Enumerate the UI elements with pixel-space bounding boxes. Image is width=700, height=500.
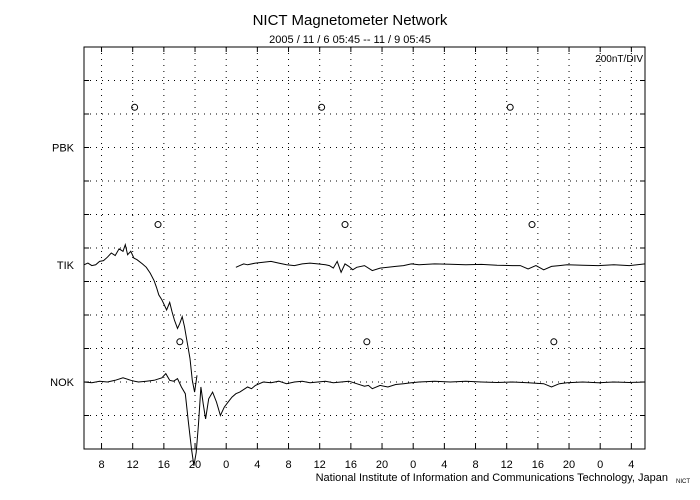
series-line-nok xyxy=(83,372,646,466)
midnight-marker xyxy=(363,338,371,346)
station-label: TIK xyxy=(57,260,75,272)
series-line-tik-part2 xyxy=(235,260,646,274)
station-label: NOK xyxy=(50,377,75,389)
tick-marks xyxy=(84,47,645,449)
midnight-markers xyxy=(131,103,558,346)
midnight-marker xyxy=(318,103,326,111)
x-tick-label: 4 xyxy=(628,459,634,471)
x-tick-label: 4 xyxy=(254,459,260,471)
x-tick-label: 20 xyxy=(563,459,575,471)
x-tick-label: 4 xyxy=(441,459,447,471)
x-tick-label: 0 xyxy=(410,459,416,471)
x-tick-label: 8 xyxy=(98,459,104,471)
x-tick-label: 12 xyxy=(127,459,139,471)
midnight-marker xyxy=(176,338,184,346)
x-tick-label: 12 xyxy=(501,459,513,471)
x-tick-label: 8 xyxy=(285,459,291,471)
station-label: PBK xyxy=(52,143,75,155)
midnight-marker xyxy=(550,338,558,346)
series-lines xyxy=(83,242,646,466)
grid xyxy=(84,47,645,449)
chart-subtitle: 2005 / 11 / 6 05:45 -- 11 / 9 05:45 xyxy=(269,34,431,46)
x-tick-label: 16 xyxy=(532,459,544,471)
midnight-marker xyxy=(154,221,162,229)
station-labels: PBK TIK NOK xyxy=(50,143,75,390)
nict-logo-mark: NICT xyxy=(676,479,690,485)
midnight-marker xyxy=(341,221,349,229)
x-tick-label: 16 xyxy=(158,459,170,471)
chart-title: NICT Magnetometer Network xyxy=(252,12,448,29)
credit-text: National Institute of Information and Co… xyxy=(315,472,668,484)
midnight-marker xyxy=(131,103,139,111)
x-tick-label: 20 xyxy=(376,459,388,471)
x-tick-label: 12 xyxy=(314,459,326,471)
x-tick-label: 20 xyxy=(189,459,201,471)
x-tick-label: 0 xyxy=(223,459,229,471)
x-tick-label: 0 xyxy=(597,459,603,471)
x-tick-labels: 8 12 16 20 0 4 8 12 16 20 0 4 8 12 16 20 0 4 xyxy=(98,459,634,471)
x-tick-label: 16 xyxy=(345,459,357,471)
midnight-marker xyxy=(506,103,514,111)
scale-label: 200nT/DIV xyxy=(595,54,643,65)
series-line-tik xyxy=(83,242,198,393)
x-tick-label: 8 xyxy=(472,459,478,471)
midnight-marker xyxy=(528,221,536,229)
